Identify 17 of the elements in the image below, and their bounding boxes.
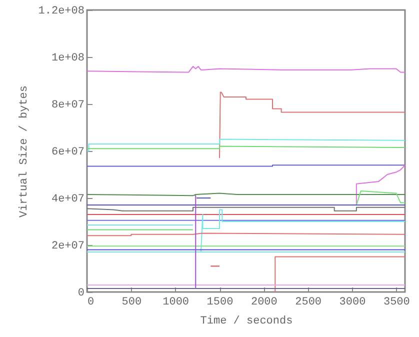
x-tick-label: 1500 — [206, 296, 234, 308]
y-axis-title: Virtual Size / bytes — [18, 85, 30, 218]
x-tick-label: 3500 — [383, 296, 410, 308]
y-tick-label: 6e+07 — [51, 146, 84, 158]
y-tick-label: 1.2e+08 — [38, 6, 84, 18]
y-tick-label: 1e+08 — [51, 52, 84, 64]
x-tick-label: 500 — [122, 296, 142, 308]
y-tick-label: 8e+07 — [51, 100, 84, 112]
x-tick-label: 2500 — [295, 296, 322, 308]
x-tick-label: 3000 — [339, 296, 366, 308]
y-tick-label: 0 — [78, 288, 84, 300]
x-tick-label: 2000 — [250, 296, 278, 308]
y-tick-label: 4e+07 — [51, 194, 84, 206]
x-tick-label: 1000 — [162, 296, 190, 308]
x-tick-label: 0 — [88, 296, 94, 308]
y-tick-label: 2e+07 — [51, 240, 84, 252]
x-axis-title: Time / seconds — [200, 316, 293, 328]
